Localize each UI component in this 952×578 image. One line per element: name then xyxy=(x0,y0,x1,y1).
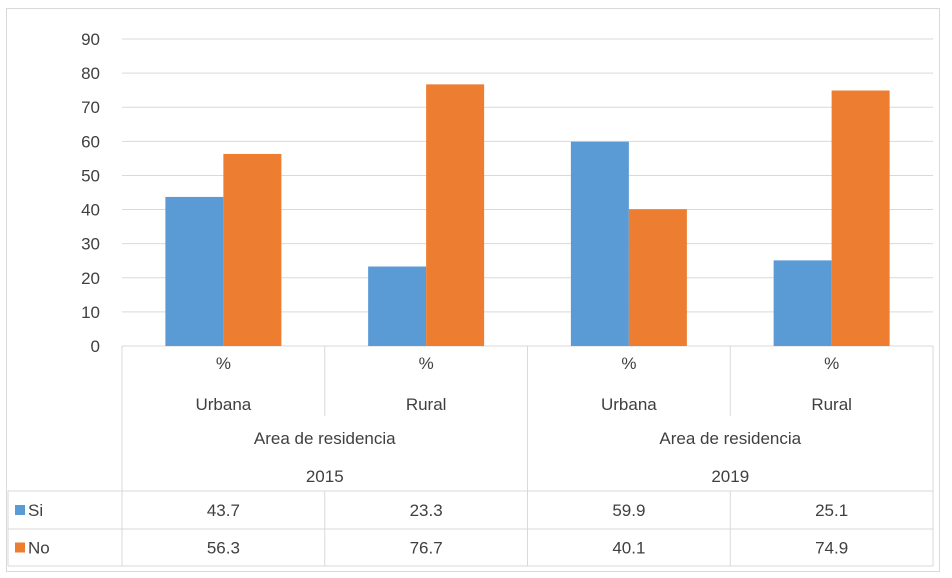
y-tick-label: 70 xyxy=(81,98,100,117)
y-tick-label: 80 xyxy=(81,64,100,83)
legend-key-no xyxy=(15,542,25,553)
data-value-no: 56.3 xyxy=(207,539,240,558)
legend-key-si xyxy=(15,505,25,515)
bar-no-0 xyxy=(223,153,282,346)
bars xyxy=(165,84,890,347)
year-label: 2019 xyxy=(711,467,749,486)
group-label: Area de residencia xyxy=(254,429,396,448)
y-tick-label: 0 xyxy=(91,337,100,356)
data-value-si: 43.7 xyxy=(207,501,240,520)
data-value-si: 23.3 xyxy=(410,501,443,520)
data-value-si: 25.1 xyxy=(815,501,848,520)
y-tick-label: 90 xyxy=(81,30,100,49)
bar-si-2 xyxy=(570,141,629,346)
category-stat-label: % xyxy=(419,354,434,373)
y-tick-label: 50 xyxy=(81,166,100,185)
y-tick-label: 10 xyxy=(81,303,100,322)
bar-si-1 xyxy=(368,266,427,346)
category-stat-label: % xyxy=(621,354,636,373)
y-axis-ticks: 0 10 20 30 40 50 60 70 80 90 xyxy=(81,30,100,356)
category-area-label: Urbana xyxy=(601,395,657,414)
bar-si-0 xyxy=(165,196,224,346)
category-area-label: Urbana xyxy=(195,395,251,414)
bar-no-2 xyxy=(628,209,687,346)
category-stat-label: % xyxy=(216,354,231,373)
data-value-si: 59.9 xyxy=(612,501,645,520)
category-area-label: Rural xyxy=(811,395,852,414)
legend-label-si: Si xyxy=(28,501,43,520)
data-value-no: 76.7 xyxy=(410,539,443,558)
y-tick-label: 40 xyxy=(81,201,100,220)
category-stat-label: % xyxy=(824,354,839,373)
y-tick-label: 20 xyxy=(81,269,100,288)
bar-no-3 xyxy=(831,90,890,346)
data-value-no: 74.9 xyxy=(815,539,848,558)
y-tick-label: 30 xyxy=(81,235,100,254)
data-value-no: 40.1 xyxy=(612,539,645,558)
group-label: Area de residencia xyxy=(659,429,801,448)
year-label: 2015 xyxy=(306,467,344,486)
data-table-lines xyxy=(7,346,934,567)
bar-no-1 xyxy=(426,84,485,347)
legend-label-no: No xyxy=(28,539,50,558)
category-area-label: Rural xyxy=(406,395,447,414)
data-table-labels: % Urbana% Rural% Urbana% Rural Area de reside… xyxy=(15,354,852,558)
y-tick-label: 60 xyxy=(81,132,100,151)
bar-si-3 xyxy=(773,260,832,346)
